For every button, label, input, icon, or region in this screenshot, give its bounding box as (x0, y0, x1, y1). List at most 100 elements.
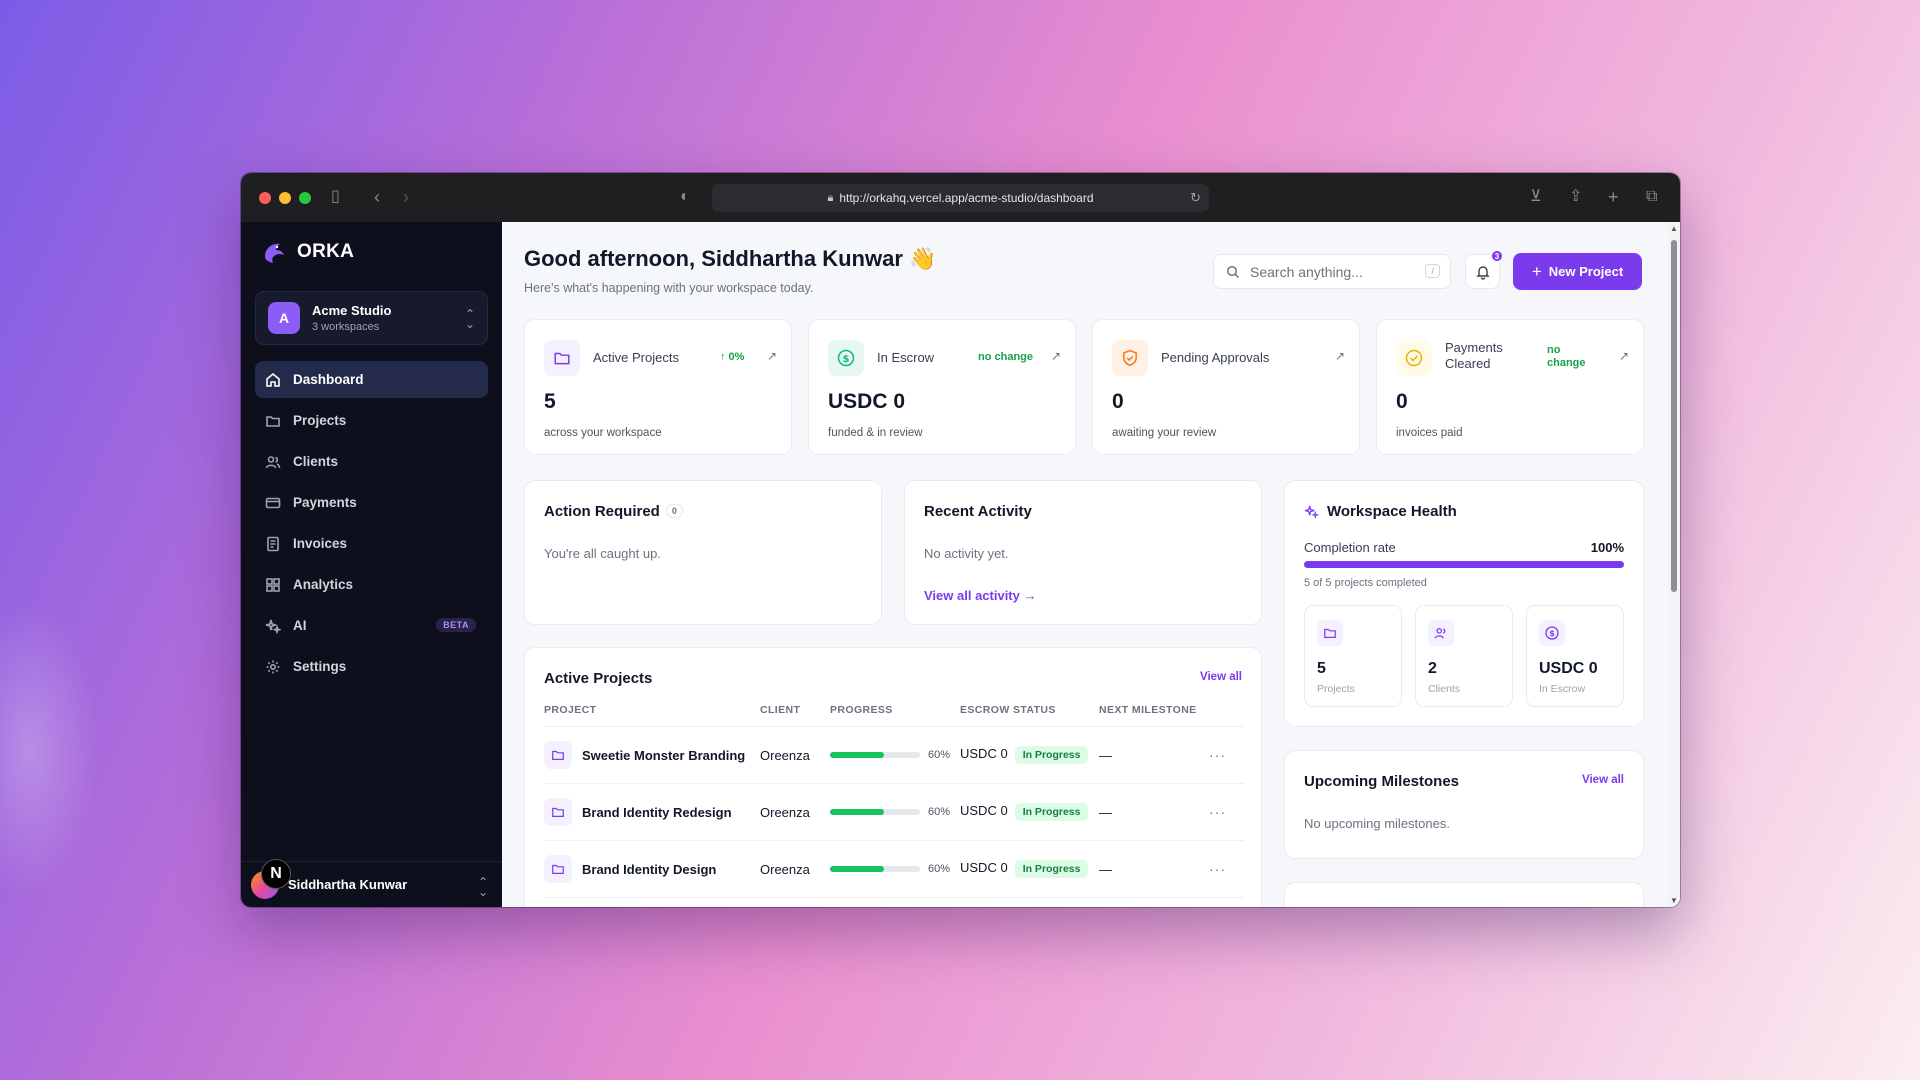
workspace-avatar: A (268, 302, 300, 334)
sidebar-item-label: Payments (293, 495, 357, 510)
table-row[interactable]: Sweetie Monster Branding Oreenza 60% USDC 0… (544, 726, 1244, 784)
column-header[interactable]: PROJECT (544, 704, 760, 727)
page-title: Good afternoon, Siddhartha Kunwar 👋 (524, 246, 937, 271)
stat-card-in-escrow[interactable]: $ In Escrow no change ↗ USDC 0 funded & … (808, 319, 1076, 455)
project-name[interactable]: Sweetie Monster Branding (582, 747, 746, 763)
view-all-activity-link[interactable]: View all activity → (924, 588, 1037, 603)
stat-description: funded & in review (828, 427, 923, 439)
sidebar-item-label: Clients (293, 454, 339, 469)
tile-value: USDC 0 (1539, 660, 1598, 677)
sidebar-item-ai[interactable]: AI BETA (255, 607, 488, 644)
user-menu[interactable]: N Siddhartha Kunwar ⌃ ⌄ (241, 858, 502, 907)
external-arrow-icon[interactable]: ↗ (766, 349, 777, 363)
page-scrollbar[interactable]: ▲ ▼ (1668, 222, 1680, 907)
panel-title: Upcoming Milestones (1304, 773, 1460, 790)
home-icon (266, 372, 280, 387)
search-shortcut-key: / (1425, 264, 1440, 278)
stat-description: across your workspace (544, 427, 662, 439)
tile-label: In Escrow (1539, 683, 1586, 695)
table-header-row: PROJECT CLIENT PROGRESS ESCROW STATUS NE… (544, 704, 1244, 727)
sidebar-item-dashboard[interactable]: Dashboard (255, 361, 488, 398)
progress-percent: 60% (928, 806, 951, 818)
empty-state-text: No upcoming milestones. (1304, 816, 1450, 831)
more-options-icon[interactable]: ··· (1209, 804, 1226, 820)
minimize-window-button[interactable] (279, 191, 291, 204)
health-tile-clients[interactable]: 2 Clients (1415, 605, 1513, 707)
sidebar-item-settings[interactable]: Settings (255, 648, 488, 685)
column-header[interactable]: NEXT MILESTONE (1099, 704, 1209, 727)
table-row[interactable]: Brand Identity Redesign Oreenza 60% USDC 0 I… (544, 783, 1244, 841)
brand-logo[interactable]: ORKA (261, 239, 354, 265)
sidebar-item-analytics[interactable]: Analytics (255, 566, 488, 603)
sidebar-item-clients[interactable]: Clients (255, 443, 488, 480)
folder-icon (266, 415, 280, 427)
stat-value: 0 (1112, 390, 1124, 413)
column-header[interactable]: ESCROW STATUS (960, 704, 1099, 727)
stat-description: awaiting your review (1112, 427, 1217, 439)
next-milestone: — (1099, 840, 1209, 898)
sidebar-item-invoices[interactable]: Invoices (255, 525, 488, 562)
stat-value: 5 (544, 390, 556, 413)
stat-card-pending-approvals[interactable]: Pending Approvals ↗ 0 awaiting your revi… (1092, 319, 1360, 455)
maximize-window-button[interactable] (299, 191, 311, 204)
tile-label: Projects (1317, 683, 1355, 695)
column-header[interactable]: PROGRESS (830, 704, 960, 727)
external-arrow-icon[interactable]: ↗ (1334, 349, 1345, 363)
reload-icon[interactable]: ↻ (1190, 190, 1201, 205)
completion-progress-fill (1304, 561, 1624, 568)
address-bar[interactable]: 🔒︎ http://orkahq.vercel.app/acme-studio/… (712, 184, 1209, 212)
view-all-milestones-link[interactable]: View all (1582, 774, 1624, 786)
count-badge: 0 (665, 504, 683, 518)
progress-fill (830, 809, 884, 815)
sidebar-item-label: Projects (293, 413, 347, 428)
framework-badge[interactable]: N (261, 858, 291, 889)
share-icon[interactable]: ⇪ (1569, 188, 1583, 205)
brand-name: ORKA (297, 241, 355, 262)
progress-percent: 60% (928, 749, 951, 761)
external-arrow-icon[interactable]: ↗ (1618, 349, 1629, 363)
svg-text:$: $ (1549, 629, 1555, 638)
stat-label: In Escrow (877, 350, 935, 365)
dollar-circle-icon: $ (828, 340, 864, 376)
tab-overview-icon[interactable]: ⧉ (1646, 188, 1658, 205)
notifications-button[interactable]: 3 (1465, 249, 1504, 289)
health-tile-escrow[interactable]: $ USDC 0 In Escrow (1526, 605, 1624, 707)
orca-logo-icon (265, 243, 284, 263)
close-window-button[interactable] (259, 191, 271, 204)
row-actions: ··· (1209, 840, 1244, 898)
scroll-up-icon[interactable]: ▲ (1670, 224, 1678, 233)
window-controls (259, 191, 311, 204)
stat-card-payments-cleared[interactable]: Payments Cleared no change ↗ 0 invoices … (1376, 319, 1644, 455)
tile-value: 2 (1428, 660, 1437, 677)
health-tile-projects[interactable]: 5 Projects (1304, 605, 1402, 707)
forward-icon[interactable]: › (403, 187, 409, 207)
table-row[interactable]: Brand Identity Design Oreenza 60% USDC 0 In … (544, 840, 1244, 898)
view-all-projects-link[interactable]: View all (1200, 671, 1242, 683)
progress-bar (830, 866, 920, 872)
privacy-shield-icon[interactable]: ◐ (680, 188, 690, 205)
folder-icon (544, 340, 580, 376)
sidebar-toggle-icon[interactable]: ▯ (331, 188, 340, 205)
new-project-button[interactable]: + New Project (1513, 253, 1642, 290)
scroll-thumb[interactable] (1671, 240, 1677, 592)
external-arrow-icon[interactable]: ↗ (1050, 349, 1061, 363)
download-icon[interactable]: ⊻ (1530, 188, 1542, 205)
sidebar-item-payments[interactable]: Payments (255, 484, 488, 521)
project-name[interactable]: Brand Identity Redesign (582, 804, 732, 820)
more-options-icon[interactable]: ··· (1209, 747, 1226, 763)
new-tab-icon[interactable]: + (1608, 187, 1619, 207)
escrow-amount: USDC 0 (960, 803, 1008, 818)
back-icon[interactable]: ‹ (374, 187, 380, 207)
more-options-icon[interactable]: ··· (1209, 861, 1226, 877)
app: ORKA A Acme Studio 3 workspaces ⌃ ⌄ Dashb… (241, 222, 1680, 907)
stat-card-active-projects[interactable]: Active Projects ↑ 0% ↗ 5 across your wor… (524, 319, 792, 455)
stat-label: Pending Approvals (1161, 350, 1270, 365)
stat-description: invoices paid (1396, 427, 1463, 439)
search-input[interactable]: Search anything... / (1213, 254, 1451, 289)
browser-toolbar: ▯ ‹ › ◐ 🔒︎ http://orkahq.vercel.app/acme… (241, 173, 1680, 222)
sidebar-item-projects[interactable]: Projects (255, 402, 488, 439)
column-header[interactable]: CLIENT (760, 704, 830, 727)
project-name[interactable]: Brand Identity Design (582, 861, 717, 877)
scroll-down-icon[interactable]: ▼ (1670, 896, 1678, 905)
workspace-switcher[interactable]: A Acme Studio 3 workspaces ⌃ ⌄ (255, 291, 488, 345)
